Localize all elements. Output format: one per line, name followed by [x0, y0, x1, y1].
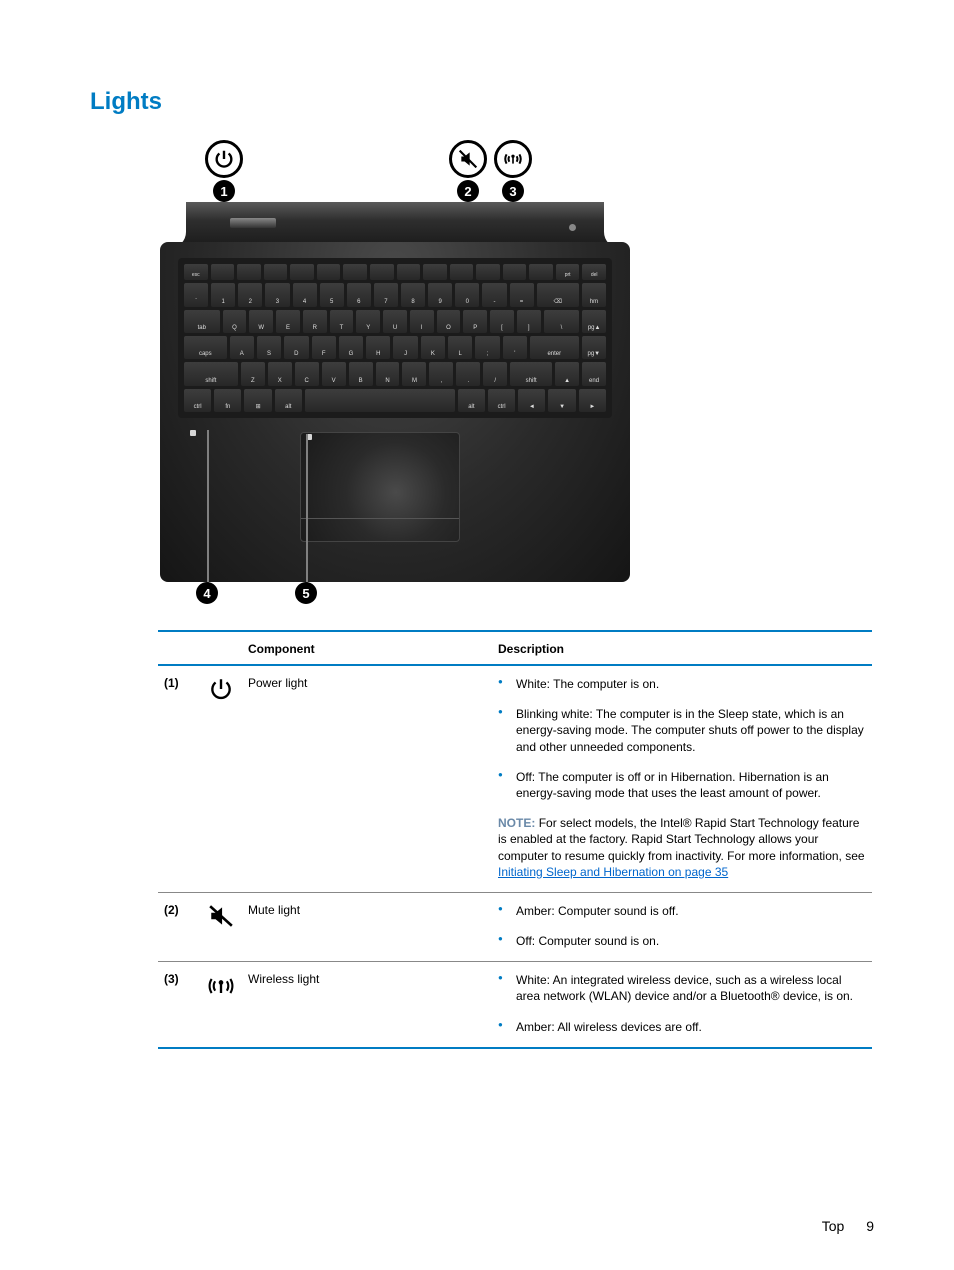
lights-table: Component Description (1) Power light Wh… — [158, 630, 872, 1049]
table-header-row: Component Description — [158, 631, 872, 665]
callout-badge-5: 5 — [295, 582, 317, 604]
row-num: (2) — [158, 892, 200, 961]
table-row: (2) Mute light Amber: Computer sound is … — [158, 892, 872, 961]
row-num: (3) — [158, 962, 200, 1048]
callout-badge-3: 3 — [502, 180, 524, 202]
wireless-icon — [206, 972, 236, 1000]
component-name: Power light — [242, 665, 492, 892]
note-block: NOTE: For select models, the Intel® Rapi… — [498, 815, 866, 880]
th-component: Component — [242, 631, 492, 665]
desc-bullet: Off: The computer is off or in Hibernati… — [498, 769, 866, 801]
section-heading: Lights — [90, 88, 874, 116]
mute-icon — [449, 140, 487, 178]
table-row: (3) Wireless light White: An integrated … — [158, 962, 872, 1048]
desc-bullet: White: An integrated wireless device, su… — [498, 972, 866, 1004]
desc-bullet: Amber: Computer sound is off. — [498, 903, 866, 919]
desc-bullet: White: The computer is on. — [498, 676, 866, 692]
note-text: For select models, the Intel® Rapid Star… — [498, 816, 865, 862]
table-row: (1) Power light White: The computer is o… — [158, 665, 872, 892]
mute-icon — [206, 903, 236, 929]
xref-link[interactable]: Initiating Sleep and Hibernation on page… — [498, 865, 728, 879]
laptop-lights-diagram: 1 2 3 — [160, 140, 630, 610]
callout-badge-4: 4 — [196, 582, 218, 604]
desc-bullet: Amber: All wireless devices are off. — [498, 1019, 866, 1035]
component-name: Mute light — [242, 892, 492, 961]
page-footer: Top 9 — [822, 1218, 874, 1234]
footer-section: Top — [822, 1218, 845, 1234]
note-label: NOTE: — [498, 816, 535, 830]
th-description: Description — [492, 631, 872, 665]
wireless-icon — [494, 140, 532, 178]
desc-bullet: Blinking white: The computer is in the S… — [498, 706, 866, 755]
power-icon — [206, 676, 236, 702]
row-num: (1) — [158, 665, 200, 892]
callout-badge-1: 1 — [213, 180, 235, 202]
power-icon — [205, 140, 243, 178]
desc-bullet: Off: Computer sound is on. — [498, 933, 866, 949]
footer-page-number: 9 — [866, 1218, 874, 1234]
laptop-illustration: escprtdel `1234567890-=⌫hm tabQWERTYUIOP… — [160, 202, 630, 582]
component-name: Wireless light — [242, 962, 492, 1048]
callout-badge-2: 2 — [457, 180, 479, 202]
